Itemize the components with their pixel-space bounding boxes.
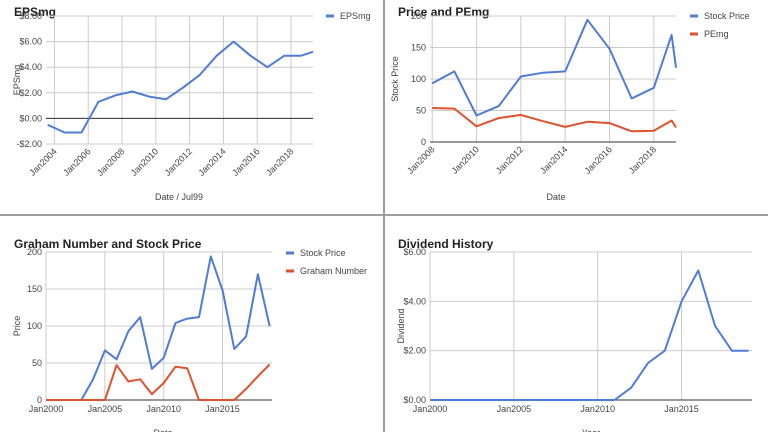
y-tick-label: 200 — [27, 247, 42, 257]
pemg-legend-label: PEmg — [704, 29, 729, 39]
stock-price-legend-label: Stock Price — [300, 248, 346, 258]
y-tick-label: 0 — [421, 137, 426, 147]
y-tick-label: 150 — [27, 284, 42, 294]
x-tick-label: Jan2010 — [146, 404, 181, 414]
vertical-divider — [383, 0, 385, 432]
y-tick-label: -$2.00 — [16, 139, 42, 149]
x-tick-label: Jan2012 — [163, 146, 194, 177]
y-axis-label: Dividend — [396, 308, 406, 343]
x-tick-label: Jan2015 — [664, 404, 699, 414]
x-tick-label: Jan2015 — [205, 404, 240, 414]
y-tick-label: 50 — [32, 358, 42, 368]
graham-number-chart: Graham Number and Stock Price 0 50 100 150 20… — [12, 237, 367, 432]
y-tick-label: $8.00 — [19, 11, 42, 21]
epsmg-series-line — [47, 40, 314, 134]
graham-number-chart-title: Graham Number and Stock Price — [14, 237, 202, 251]
x-axis-label: Year — [582, 428, 600, 432]
x-tick-label: Jan2014 — [196, 146, 227, 177]
x-tick-label: Jan2006 — [61, 146, 92, 177]
eps-chart: EPSmg -$2.00 $0.00 $2.00 $4.00 $6.00 $8.00 Jan2… — [12, 5, 371, 202]
stock-price-series-line — [46, 255, 271, 401]
eps-chart-panel: EPSmg -$2.00 $0.00 $2.00 $4.00 $6.00 $8.00 Jan2… — [0, 0, 384, 216]
epsmg-legend-label: EPSmg — [340, 11, 371, 21]
y-tick-label: 150 — [411, 43, 426, 53]
y-tick-label: 200 — [411, 11, 426, 21]
y-tick-label: $4.00 — [19, 62, 42, 72]
x-tick-label: Jan2000 — [29, 404, 64, 414]
graham-number-series-line — [46, 363, 271, 401]
stock-price-legend-label: Stock Price — [704, 11, 750, 21]
x-tick-label: Jan2005 — [88, 404, 123, 414]
graham-number-chart-panel: Graham Number and Stock Price 0 50 100 150 20… — [0, 216, 384, 432]
x-tick-label: Jan2008 — [95, 146, 126, 177]
x-tick-label: Jan2012 — [494, 144, 525, 175]
stock-price-series-line — [431, 18, 677, 117]
x-tick-label: Jan2014 — [538, 144, 569, 175]
dividend-history-chart-panel: Dividend History $0.00 $2.00 $4.00 $6.00 Jan2… — [384, 216, 768, 432]
y-tick-label: 0 — [37, 395, 42, 405]
y-axis-label: Price — [12, 316, 22, 337]
x-axis-label: Date — [546, 192, 565, 202]
x-tick-label: Jan2000 — [413, 404, 448, 414]
y-axis-label: EPSmg — [12, 65, 22, 96]
y-tick-label: $2.00 — [19, 88, 42, 98]
y-tick-label: 50 — [416, 106, 426, 116]
y-tick-label: 100 — [411, 74, 426, 84]
graham-number-legend-label: Graham Number — [300, 266, 367, 276]
dividend-series-line — [430, 269, 749, 401]
x-tick-label: Jan2010 — [129, 146, 160, 177]
x-axis-label: Date — [153, 428, 172, 432]
x-tick-label: Jan2010 — [449, 144, 480, 175]
x-tick-label: Jan2010 — [580, 404, 615, 414]
x-tick-label: Jan2016 — [582, 144, 613, 175]
y-tick-label: $2.00 — [403, 346, 426, 356]
y-tick-label: $0.00 — [19, 113, 42, 123]
x-tick-label: Jan2018 — [264, 146, 295, 177]
x-tick-label: Jan2008 — [405, 144, 436, 175]
y-tick-label: $0.00 — [403, 395, 426, 405]
x-tick-label: Jan2004 — [27, 146, 58, 177]
price-pemg-chart-panel: Price and PEmg 0 50 100 150 200 Jan2008 Jan2010… — [384, 0, 768, 216]
y-tick-label: $4.00 — [403, 296, 426, 306]
x-tick-label: Jan2005 — [497, 404, 532, 414]
y-tick-label: $6.00 — [19, 37, 42, 47]
eps-chart-title: EPSmg — [14, 5, 56, 19]
y-tick-label: 100 — [27, 321, 42, 331]
dividend-chart-title: Dividend History — [398, 237, 494, 251]
x-tick-label: Jan2018 — [627, 144, 658, 175]
dividend-history-chart: Dividend History $0.00 $2.00 $4.00 $6.00 Jan2… — [396, 237, 752, 432]
x-tick-label: Jan2016 — [230, 146, 261, 177]
pemg-series-line — [432, 107, 677, 133]
y-axis-label: Stock Price — [390, 56, 400, 102]
x-axis-label: Date / Jul99 — [155, 192, 203, 202]
y-tick-label: $6.00 — [403, 247, 426, 257]
